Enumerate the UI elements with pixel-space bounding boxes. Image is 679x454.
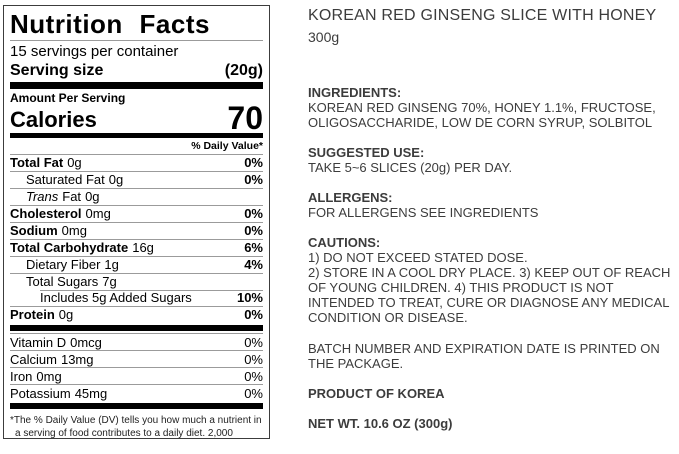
nutrient-name: Fat <box>62 189 82 204</box>
nutrient-name: Calcium <box>10 351 57 367</box>
serving-size-row: Serving size (20g) <box>10 61 263 81</box>
nutrient-name: Vitamin D <box>10 334 67 350</box>
nutrient-dv: 0% <box>244 155 263 170</box>
nutrient-name: Cholesterol <box>10 206 82 221</box>
nutrient-name: Total Carbohydrate <box>10 240 129 255</box>
nutrient-amount: 16g <box>132 240 154 255</box>
nutrient-name: Saturated Fat <box>26 172 105 187</box>
divider <box>10 40 263 41</box>
servings-per-container: 15 servings per container <box>10 43 179 60</box>
section-body: KOREAN RED GINSENG 70%, HONEY 1.1%, FRUC… <box>308 100 656 130</box>
section-cautions: CAUTIONS: 1) DO NOT EXCEED STATED DOSE. … <box>308 235 674 325</box>
section-heading: ALLERGENS: <box>308 190 393 205</box>
nutrient-amount: 7g <box>102 274 117 289</box>
section-suggested-use: SUGGESTED USE: TAKE 5~6 SLICES (20g) PER… <box>308 145 674 175</box>
vitamin-row-calcium: Calcium 13mg 0% <box>10 350 263 367</box>
nutrient-row-added-sugars: Includes 5g Added Sugars 10% <box>10 290 263 306</box>
nutrient-row-total-fat: Total Fat 0g 0% <box>10 154 263 171</box>
nutrient-row-total-carbohydrate: Total Carbohydrate 16g 6% <box>10 239 263 256</box>
product-info-panel: KOREAN RED GINSENG SLICE WITH HONEY 300g… <box>308 6 674 431</box>
section-heading: SUGGESTED USE: <box>308 145 425 160</box>
nutrition-facts-title: Nutrition Facts <box>10 9 210 39</box>
nutrient-name-italic: Trans <box>26 189 59 204</box>
nutrient-dv: 0% <box>244 223 263 238</box>
nutrient-row-protein: Protein 0g 0% <box>10 306 263 323</box>
nutrient-row-cholesterol: Cholesterol 0mg 0% <box>10 205 263 222</box>
nutrient-amount: 0mg <box>36 368 62 384</box>
nutrient-dv: 4% <box>244 257 263 272</box>
nutrient-amount: 0g <box>85 189 100 204</box>
nutrient-amount: 0g <box>108 172 124 187</box>
nutrient-name: Potassium <box>10 385 71 401</box>
separator-bar <box>10 403 263 409</box>
nutrient-name: Dietary Fiber <box>26 257 101 272</box>
calories-label: Calories <box>10 107 97 132</box>
nutrient-amount: 0g <box>58 307 74 322</box>
serving-size-value: (20g) <box>224 62 263 79</box>
nutrient-dv: 0% <box>244 385 263 401</box>
nutrient-row-saturated-fat: Saturated Fat 0g 0% <box>10 171 263 188</box>
nutrient-dv: 6% <box>244 240 263 255</box>
nutrient-amount: 0mg <box>61 223 87 238</box>
net-weight: NET WT. 10.6 OZ (300g) <box>308 416 453 431</box>
nutrient-dv: 10% <box>236 290 263 305</box>
section-heading: CAUTIONS: <box>308 235 381 250</box>
nutrient-amount: 1g <box>104 257 119 272</box>
separator-bar <box>10 133 263 138</box>
batch-note: BATCH NUMBER AND EXPIRATION DATE IS PRIN… <box>308 341 660 371</box>
calories-row: Calories 70 <box>10 100 263 136</box>
nutrition-facts-panel: Nutrition Facts 15 servings per containe… <box>3 5 270 439</box>
nutrient-row-dietary-fiber: Dietary Fiber 1g 4% <box>10 256 263 273</box>
nutrient-amount: 0mg <box>85 206 111 221</box>
nutrient-dv: 0% <box>244 206 263 221</box>
calories-value: 70 <box>227 100 263 136</box>
section-heading: INGREDIENTS: <box>308 85 402 100</box>
separator-bar <box>10 325 263 331</box>
nutrient-dv: 0% <box>244 351 263 367</box>
section-allergens: ALLERGENS: FOR ALLERGENS SEE INGREDIENTS <box>308 190 674 220</box>
nutrient-name: Protein <box>10 307 55 322</box>
product-title: KOREAN RED GINSENG SLICE WITH HONEY <box>308 7 657 24</box>
vitamin-row-vitamin-d: Vitamin D 0mcg 0% <box>10 333 263 350</box>
nutrient-amount: 45mg <box>74 385 108 401</box>
nutrient-name: Total Sugars <box>26 274 99 289</box>
section-body: FOR ALLERGENS SEE INGREDIENTS <box>308 205 539 220</box>
nutrient-amount: 13mg <box>60 351 94 367</box>
nutrient-name: Iron <box>10 368 33 384</box>
section-ingredients: INGREDIENTS: KOREAN RED GINSENG 70%, HON… <box>308 85 674 130</box>
nutrient-row-total-sugars: Total Sugars 7g <box>10 273 263 290</box>
nutrient-dv: 0% <box>244 307 263 322</box>
section-body: 1) DO NOT EXCEED STATED DOSE. 2) STORE I… <box>308 250 671 325</box>
nutrient-dv: 0% <box>244 368 263 384</box>
nutrient-name: Total Fat <box>10 155 64 170</box>
amount-per-serving-label: Amount Per Serving <box>10 91 126 105</box>
nutrient-amount: 0g <box>67 155 82 170</box>
product-weight: 300g <box>308 29 340 45</box>
nutrient-dv: 0% <box>244 172 263 187</box>
daily-value-header: % Daily Value* <box>191 140 263 152</box>
nutrient-row-sodium: Sodium 0mg 0% <box>10 222 263 239</box>
nutrient-name: Includes 5g Added Sugars <box>40 290 192 305</box>
separator-bar <box>10 82 263 89</box>
country-of-origin: PRODUCT OF KOREA <box>308 386 445 401</box>
vitamin-row-iron: Iron 0mg 0% <box>10 367 263 384</box>
nutrient-row-trans-fat: Trans Fat 0g <box>10 188 263 205</box>
nutrient-name: Sodium <box>10 223 58 238</box>
vitamin-row-potassium: Potassium 45mg 0% <box>10 384 263 401</box>
serving-size-label: Serving size <box>10 62 104 79</box>
nutrient-dv: 0% <box>244 334 263 350</box>
nutrient-amount: 0mcg <box>70 334 102 350</box>
section-body: TAKE 5~6 SLICES (20g) PER DAY. <box>308 160 513 175</box>
daily-value-footnote: *The % Daily Value (DV) tells you how mu… <box>10 415 262 439</box>
